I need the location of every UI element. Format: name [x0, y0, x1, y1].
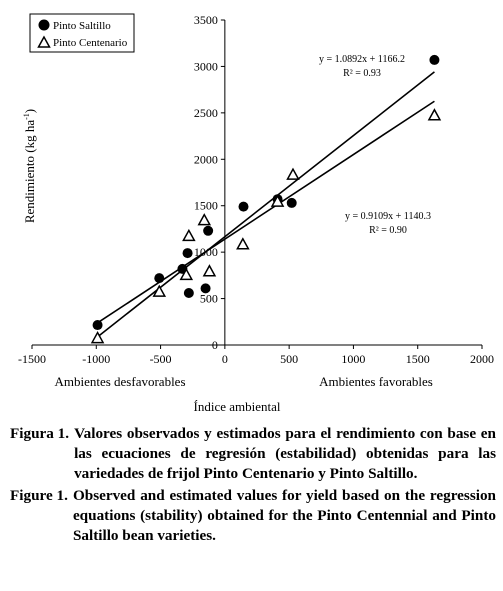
point-pinto-centenario	[286, 167, 300, 180]
equation-text-pinto-saltillo: y = 1.0892x + 1166.2	[319, 54, 405, 65]
y-axis-title-main: Rendimiento (kg ha	[22, 120, 37, 223]
region-label-left: Ambientes desfavorables	[54, 374, 185, 389]
point-pinto-saltillo	[286, 197, 297, 208]
x-tick-label: 1000	[341, 352, 365, 366]
caption-english: Figure 1. Observed and estimated values …	[10, 486, 496, 546]
y-axis-title-close: )	[22, 109, 37, 113]
x-tick-label: -1500	[18, 352, 46, 366]
legend: Pinto Saltillo Pinto Centenario	[29, 13, 135, 53]
point-pinto-centenario	[182, 228, 196, 242]
point-pinto-saltillo	[203, 225, 214, 236]
equation-text-pinto-centenario: y = 0.9109x + 1140.3	[345, 211, 431, 222]
point-pinto-saltillo	[238, 201, 249, 212]
legend-marker-pinto-saltillo	[38, 19, 50, 31]
point-pinto-saltillo	[183, 288, 194, 298]
x-tick-label: -500	[150, 352, 172, 366]
y-tick-label: 0	[212, 338, 218, 352]
legend-label-pinto-centenario: Pinto Centenario	[53, 37, 128, 49]
y-tick-label: 2000	[194, 152, 218, 166]
caption-spanish-label: Figura 1.	[10, 425, 70, 442]
point-pinto-centenario	[90, 331, 105, 344]
equation-pinto-centenario: y = 0.9109x + 1140.3 R² = 0.90	[345, 211, 431, 236]
point-pinto-centenario	[427, 108, 442, 121]
point-pinto-saltillo	[154, 273, 165, 284]
x-axis-title: Índice ambiental	[194, 399, 281, 414]
chart-axes	[31, 19, 483, 349]
x-tick-label: 1500	[406, 352, 430, 366]
point-pinto-saltillo	[200, 283, 211, 294]
y-tick-label: 2500	[194, 106, 218, 120]
legend-marker-pinto-centenario	[37, 35, 51, 48]
point-pinto-centenario	[197, 213, 212, 226]
point-pinto-saltillo	[429, 54, 440, 65]
y-axis-title: Rendimiento (kg ha-1)	[22, 109, 37, 223]
y-tick-label: 1500	[194, 199, 218, 213]
y-tick-label: 3500	[194, 13, 218, 27]
x-tick-label: 0	[222, 352, 228, 366]
tick-labels: -1500-1000-50005001000150020000500100015…	[18, 13, 494, 366]
y-tick-label: 3000	[194, 59, 218, 73]
caption-english-text: Observed and estimated values for yield …	[72, 487, 496, 544]
region-label-right: Ambientes favorables	[319, 374, 433, 389]
caption-spanish-text: Valores observados y estimados para el r…	[74, 425, 496, 482]
point-pinto-centenario	[179, 267, 194, 281]
fit-line-pinto-saltillo	[97, 71, 435, 338]
figure-captions: Figura 1. Valores observados y estimados…	[10, 424, 496, 546]
regression-lines	[97, 71, 435, 338]
point-pinto-saltillo	[92, 320, 103, 331]
scatter-chart: -1500-1000-50005001000150020000500100015…	[18, 13, 494, 414]
point-pinto-saltillo	[182, 248, 193, 259]
caption-english-label: Figure 1.	[10, 487, 68, 504]
point-pinto-centenario	[270, 194, 285, 207]
fit-line-pinto-centenario	[97, 100, 435, 324]
data-points	[90, 54, 442, 344]
y-tick-label: 500	[200, 292, 218, 306]
x-tick-label: 500	[280, 352, 298, 366]
legend-label-pinto-saltillo: Pinto Saltillo	[53, 20, 111, 32]
y-axis-title-sup: -1	[22, 113, 31, 120]
r2-text-pinto-saltillo: R² = 0.93	[343, 68, 381, 79]
caption-spanish: Figura 1. Valores observados y estimados…	[10, 424, 496, 484]
point-pinto-centenario	[202, 264, 217, 277]
point-pinto-centenario	[236, 237, 250, 250]
x-tick-label: 2000	[470, 352, 494, 366]
point-pinto-centenario	[152, 284, 167, 297]
x-tick-label: -1000	[82, 352, 110, 366]
r2-text-pinto-centenario: R² = 0.90	[369, 225, 407, 236]
equation-pinto-saltillo: y = 1.0892x + 1166.2 R² = 0.93	[319, 54, 405, 79]
